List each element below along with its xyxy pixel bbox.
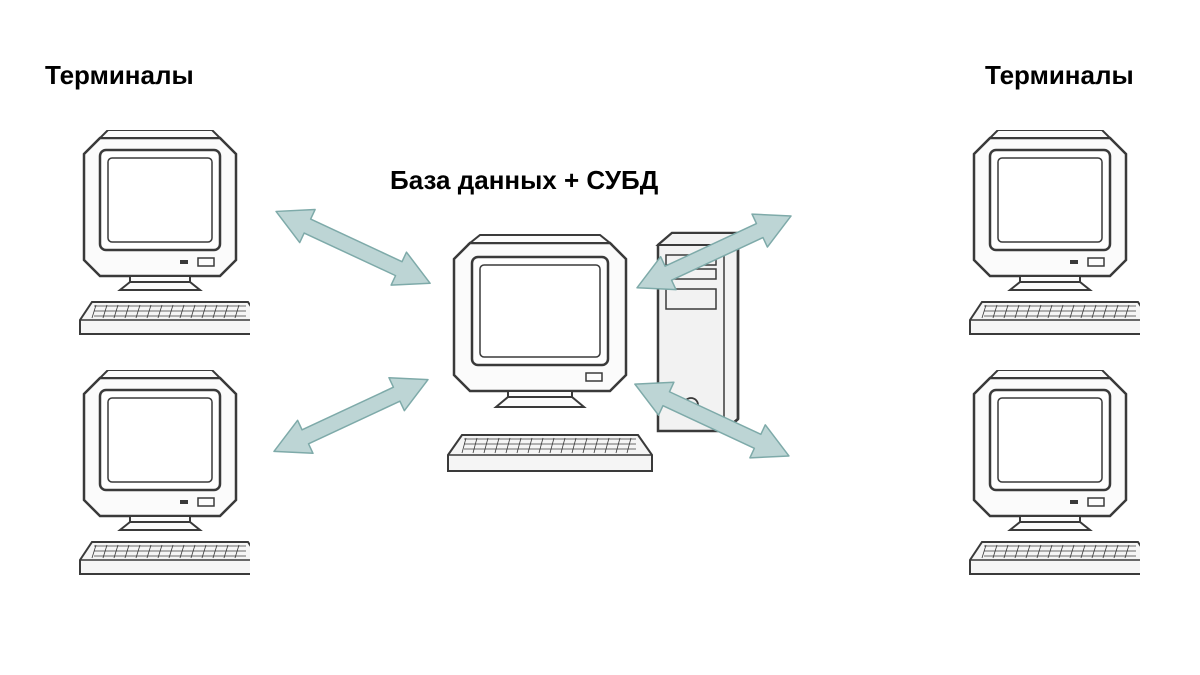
terminal-bottom-right (960, 370, 1140, 585)
terminal-top-right (960, 130, 1140, 345)
connection-arrow-bottom-left (265, 360, 439, 475)
center-database-label: База данных + СУБД (390, 165, 658, 196)
right-terminals-label: Терминалы (985, 60, 1134, 91)
connection-arrow-top-left (265, 192, 439, 307)
left-terminals-label: Терминалы (45, 60, 194, 91)
terminal-bottom-left (70, 370, 250, 585)
terminal-top-left (70, 130, 250, 345)
